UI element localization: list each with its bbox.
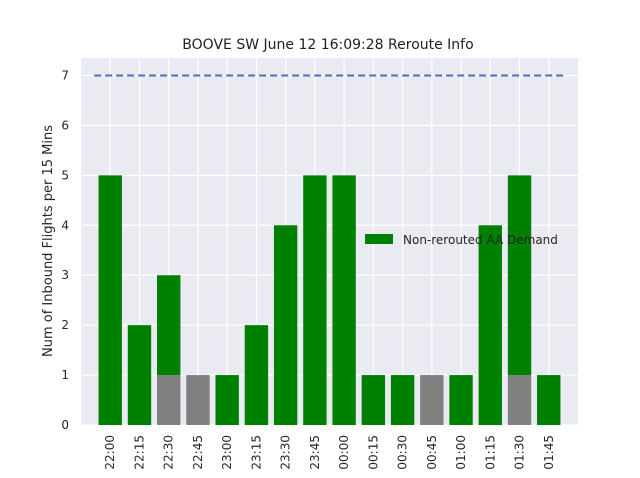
bar-non-rerouted-0130	[507, 175, 532, 376]
x-tick-label: 01:30	[513, 435, 527, 470]
x-tick-labels: 22:00 22:15 22:30 22:45 23:00 23:15 23:30 23:45…	[103, 435, 556, 470]
y-tick-label: 7	[61, 68, 69, 82]
x-tick-label: 00:45	[425, 435, 439, 470]
x-tick-label: 00:00	[337, 435, 351, 470]
x-tick-label: 23:30	[279, 435, 293, 470]
bar-rerouted-2245	[186, 375, 210, 425]
x-tick-label: 22:45	[191, 435, 205, 470]
y-tick-label: 2	[61, 318, 69, 332]
y-tick-label: 6	[61, 118, 69, 132]
chart-title: BOOVE SW June 12 16:09:28 Reroute Info	[182, 37, 473, 53]
bar-non-rerouted-2315	[244, 325, 269, 425]
x-tick-label: 01:00	[454, 435, 468, 470]
bar-rerouted-2230	[157, 375, 181, 425]
bar-non-rerouted-0115	[478, 225, 502, 425]
y-tick-labels: 0 1 2 3 4 5 6 7	[61, 68, 69, 432]
legend-label: Non-rerouted AA Demand	[403, 233, 558, 247]
y-tick-label: 4	[61, 218, 69, 232]
bar-non-rerouted-2330	[273, 225, 298, 425]
y-tick-label: 3	[61, 268, 69, 282]
bar-rerouted-0130	[507, 375, 532, 425]
x-tick-label: 22:00	[103, 435, 117, 470]
x-tick-label: 01:15	[483, 435, 497, 470]
bar-non-rerouted-0030	[390, 375, 415, 425]
bars	[98, 175, 561, 425]
y-tick-label: 1	[61, 368, 69, 382]
bar-non-rerouted-0000	[332, 175, 356, 425]
legend-swatch	[365, 234, 393, 244]
bar-non-rerouted-0100	[449, 375, 473, 425]
y-tick-label: 5	[61, 168, 69, 182]
bar-non-rerouted-2200	[98, 175, 122, 425]
bar-non-rerouted-0015	[361, 375, 386, 425]
y-axis-label: Num of Inbound Flights per 15 Mins	[41, 125, 56, 357]
x-tick-label: 00:15	[366, 435, 380, 470]
x-tick-label: 22:15	[132, 435, 146, 470]
x-tick-label: 23:45	[308, 435, 322, 470]
y-tick-label: 0	[61, 418, 69, 432]
x-tick-label: 22:30	[162, 435, 176, 470]
bar-rerouted-0045	[420, 375, 444, 425]
x-tick-label: 23:00	[220, 435, 234, 470]
x-tick-label: 01:45	[542, 435, 556, 470]
bar-non-rerouted-2345	[303, 175, 327, 425]
legend: Non-rerouted AA Demand	[365, 233, 558, 247]
x-tick-label: 23:15	[249, 435, 263, 470]
bar-non-rerouted-0145	[537, 375, 561, 425]
bar-non-rerouted-2215	[127, 325, 152, 425]
x-tick-label: 00:30	[396, 435, 410, 470]
bar-non-rerouted-2230	[157, 275, 181, 376]
bar-non-rerouted-2300	[215, 375, 239, 425]
